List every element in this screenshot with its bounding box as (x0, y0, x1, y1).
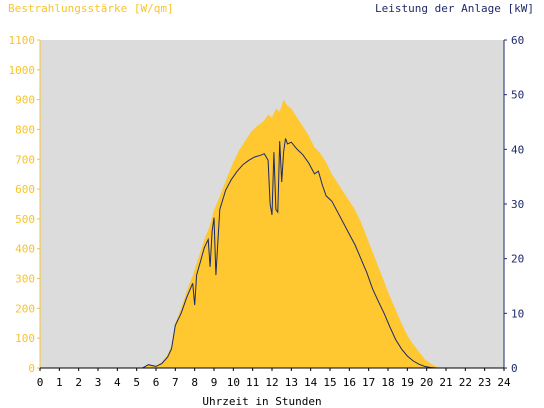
x-tick-label: 21 (439, 376, 452, 389)
left-tick-label: 0 (28, 362, 35, 375)
x-tick-label: 9 (211, 376, 218, 389)
x-tick-label: 13 (285, 376, 298, 389)
right-tick-label: 60 (511, 34, 524, 47)
right-tick-label: 40 (511, 143, 524, 156)
x-tick-label: 5 (133, 376, 140, 389)
x-tick-label: 1 (56, 376, 63, 389)
power-series (40, 138, 504, 369)
left-tick-label: 800 (15, 123, 35, 136)
left-tick-label: 1000 (9, 64, 36, 77)
left-tick-label: 1100 (9, 34, 36, 47)
x-tick-label: 3 (95, 376, 102, 389)
left-axis-title: Bestrahlungsstärke [W/qm] (8, 2, 174, 15)
x-tick-label: 0 (37, 376, 44, 389)
x-tick-label: 10 (227, 376, 240, 389)
right-axis-title: Leistung der Anlage [kW] (375, 2, 534, 15)
x-tick-label: 18 (381, 376, 394, 389)
irradiance-series (40, 99, 504, 368)
left-tick-label: 600 (15, 183, 35, 196)
x-tick-label: 2 (75, 376, 82, 389)
x-tick-label: 24 (497, 376, 511, 389)
right-axis-ticks: 0 10 20 30 40 50 60 (504, 34, 524, 375)
right-tick-label: 10 (511, 307, 524, 320)
x-tick-label: 4 (114, 376, 121, 389)
x-axis-ticks: 0 1 2 3 4 5 6 7 8 9 10 11 12 13 14 15 16 17 18 19 20 21 22 23 24 (37, 368, 511, 389)
left-tick-label: 400 (15, 243, 35, 256)
x-tick-label: 19 (401, 376, 414, 389)
x-tick-label: 12 (265, 376, 278, 389)
x-tick-label: 7 (172, 376, 179, 389)
x-tick-label: 22 (459, 376, 472, 389)
right-tick-label: 50 (511, 89, 524, 102)
right-tick-label: 20 (511, 253, 524, 266)
x-tick-label: 8 (191, 376, 198, 389)
x-axis-label: Uhrzeit in Stunden (202, 395, 321, 408)
left-tick-label: 300 (15, 273, 35, 286)
left-tick-label: 200 (15, 302, 35, 315)
right-tick-label: 0 (511, 362, 518, 375)
x-tick-label: 14 (304, 376, 318, 389)
right-tick-label: 30 (511, 198, 524, 211)
irradiance-area (40, 99, 504, 368)
left-tick-label: 500 (15, 213, 35, 226)
power-line (40, 138, 504, 369)
x-tick-label: 23 (478, 376, 491, 389)
x-tick-label: 6 (153, 376, 160, 389)
x-tick-label: 17 (362, 376, 375, 389)
x-tick-label: 11 (246, 376, 259, 389)
x-tick-label: 16 (343, 376, 356, 389)
left-tick-label: 100 (15, 332, 35, 345)
left-tick-label: 900 (15, 94, 35, 107)
x-tick-label: 15 (323, 376, 336, 389)
x-tick-label: 20 (420, 376, 433, 389)
left-tick-label: 700 (15, 153, 35, 166)
left-axis-ticks: 0 100 200 300 400 500 600 700 800 900 1000 1100 (9, 34, 40, 375)
